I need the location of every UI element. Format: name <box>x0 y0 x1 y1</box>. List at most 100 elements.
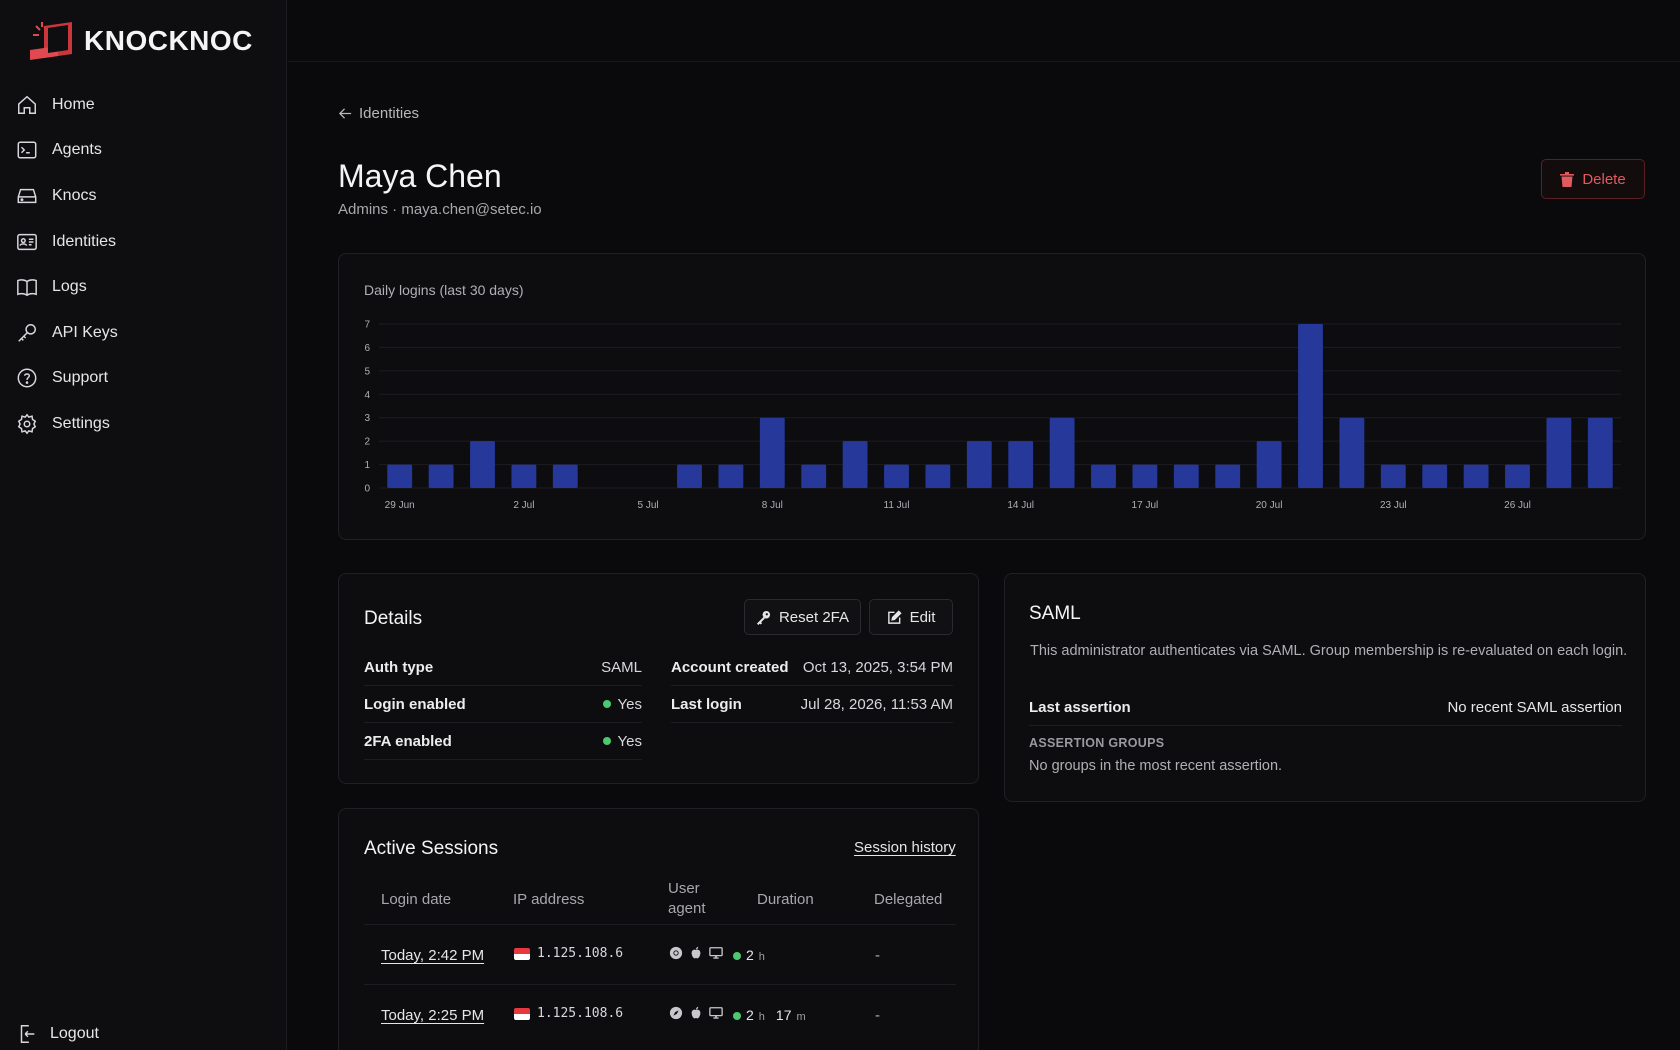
bar-20-jul[interactable] <box>1256 441 1282 488</box>
bar-18-jul[interactable] <box>1173 464 1199 488</box>
account-created-row: Account created Oct 13, 2025, 3:54 PM <box>671 649 953 686</box>
session-date-link[interactable]: Today, 2:42 PM <box>381 947 485 964</box>
column-ip-address[interactable]: IP address <box>513 891 585 908</box>
login-enabled-key: Login enabled <box>364 695 466 713</box>
y-tick-label: 5 <box>364 366 370 377</box>
sidebar-item-knocs[interactable]: Knocs <box>0 173 286 219</box>
logout-label: Logout <box>50 1025 99 1042</box>
sidebar-item-api-keys[interactable]: API Keys <box>0 310 286 356</box>
column-user-agent[interactable]: User agent <box>668 879 706 919</box>
session-history-link[interactable]: Session history <box>854 839 956 856</box>
brand-logo[interactable]: KNOCKNOC <box>28 20 253 62</box>
help-circle-icon <box>17 368 37 388</box>
bar-19-jul[interactable] <box>1215 464 1241 488</box>
bar-28-jul[interactable] <box>1587 417 1613 488</box>
edit-icon <box>887 609 902 624</box>
sidebar-item-label: Home <box>52 95 95 113</box>
sidebar-item-settings[interactable]: Settings <box>0 401 286 447</box>
drive-icon <box>17 188 37 204</box>
sidebar-item-support[interactable]: Support <box>0 356 286 402</box>
bar-6-jul[interactable] <box>677 464 702 488</box>
bar-13-jul[interactable] <box>966 441 992 488</box>
session-date-link[interactable]: Today, 2:25 PM <box>381 1007 485 1024</box>
session-ip: 1.125.108.6 <box>514 946 623 961</box>
active-sessions-card: Active Sessions Session history Login da… <box>338 808 979 1050</box>
column-duration[interactable]: Duration <box>757 891 814 908</box>
y-tick-label: 7 <box>364 320 370 331</box>
bar-7-jul[interactable] <box>718 464 744 488</box>
sidebar-item-logs[interactable]: Logs <box>0 264 286 310</box>
daily-logins-card: Daily logins (last 30 days) 0 1 2 3 4 5 6 7 29 J… <box>338 253 1646 540</box>
column-delegated[interactable]: Delegated <box>874 891 943 908</box>
delete-button[interactable]: Delete <box>1541 159 1645 199</box>
saml-title: SAML <box>1029 603 1081 624</box>
sidebar-item-agents[interactable]: Agents <box>0 128 286 174</box>
bar-9-jul[interactable] <box>801 464 827 488</box>
logout-button[interactable]: Logout <box>16 1023 99 1045</box>
bar-10-jul[interactable] <box>842 441 868 488</box>
session-ip-value: 1.125.108.6 <box>537 1006 624 1021</box>
bar-2-jul[interactable] <box>511 464 537 488</box>
login-enabled-value: Yes <box>617 695 642 713</box>
session-duration: 2 h <box>733 947 765 963</box>
bar-16-jul[interactable] <box>1091 464 1116 488</box>
auth-type-value: SAML <box>601 658 642 676</box>
duration-minutes: 17 <box>775 1007 792 1023</box>
back-link[interactable]: Identities <box>338 105 419 122</box>
duration-hours-unit: h <box>758 1011 765 1023</box>
x-tick-label: 26 Jul <box>1504 500 1531 511</box>
sidebar-item-label: Logs <box>52 278 87 296</box>
bar-26-jul[interactable] <box>1505 464 1530 488</box>
table-row: Today, 2:42 PM 1.125.108.6 2 h - <box>364 924 956 984</box>
bar-12-jul[interactable] <box>925 464 951 488</box>
edit-button[interactable]: Edit <box>869 599 953 635</box>
last-assertion-key: Last assertion <box>1029 698 1131 716</box>
bar-8-jul[interactable] <box>759 417 785 488</box>
sidebar-item-label: API Keys <box>52 323 118 341</box>
bar-27-jul[interactable] <box>1546 417 1572 488</box>
column-login-date[interactable]: Login date <box>381 891 452 908</box>
x-tick-label: 29 Jun <box>385 500 415 511</box>
bar-1-jul[interactable] <box>470 441 495 488</box>
login-enabled-row: Login enabled Yes <box>364 686 642 723</box>
home-icon <box>18 95 36 114</box>
last-login-key: Last login <box>671 695 742 713</box>
bar-14-jul[interactable] <box>1008 441 1034 488</box>
y-tick-label: 3 <box>364 413 370 424</box>
bar-3-jul[interactable] <box>552 464 578 488</box>
sidebar-nav: Home Agents Knocs Identities Logs API Ke… <box>0 82 286 447</box>
daily-logins-chart: 0 1 2 3 4 5 6 7 29 Jun 2 Jul 5 Jul 8 Jul 11 Jul 14 Ju… <box>364 320 1621 511</box>
bar-30-jun[interactable] <box>428 464 454 488</box>
bar-22-jul[interactable] <box>1339 417 1365 488</box>
sidebar-item-identities[interactable]: Identities <box>0 219 286 265</box>
chrome-icon <box>669 946 683 960</box>
bar-25-jul[interactable] <box>1463 464 1489 488</box>
2fa-enabled-key: 2FA enabled <box>364 732 452 750</box>
y-tick-label: 1 <box>364 460 370 471</box>
sidebar: KNOCKNOC Home Agents Knocs Identities Lo… <box>0 0 287 1050</box>
gear-icon <box>17 413 37 435</box>
account-created-key: Account created <box>671 658 789 676</box>
bar-21-jul[interactable] <box>1298 324 1323 488</box>
chart-title: Daily logins (last 30 days) <box>364 282 524 298</box>
y-tick-label: 4 <box>364 390 370 401</box>
bar-11-jul[interactable] <box>884 464 909 488</box>
last-login-value: Jul 28, 2026, 11:53 AM <box>800 695 953 713</box>
bar-23-jul[interactable] <box>1380 464 1406 488</box>
delete-label: Delete <box>1582 170 1626 188</box>
login-enabled-status: Yes <box>602 695 642 713</box>
bar-15-jul[interactable] <box>1049 417 1075 488</box>
bar-24-jul[interactable] <box>1422 464 1448 488</box>
saml-description: This administrator authenticates via SAM… <box>1030 643 1628 659</box>
bar-17-jul[interactable] <box>1132 464 1158 488</box>
key-icon <box>756 610 771 625</box>
bar-29-jun[interactable] <box>387 464 413 488</box>
2fa-enabled-status: Yes <box>602 733 642 750</box>
status-dot <box>602 700 611 708</box>
y-tick-label: 6 <box>364 343 370 354</box>
assertion-groups-value: No groups in the most recent assertion. <box>1029 758 1283 774</box>
desktop-icon <box>709 1007 723 1019</box>
2fa-enabled-row: 2FA enabled Yes <box>364 723 642 760</box>
sidebar-item-home[interactable]: Home <box>0 82 286 128</box>
reset-2fa-button[interactable]: Reset 2FA <box>744 599 861 635</box>
